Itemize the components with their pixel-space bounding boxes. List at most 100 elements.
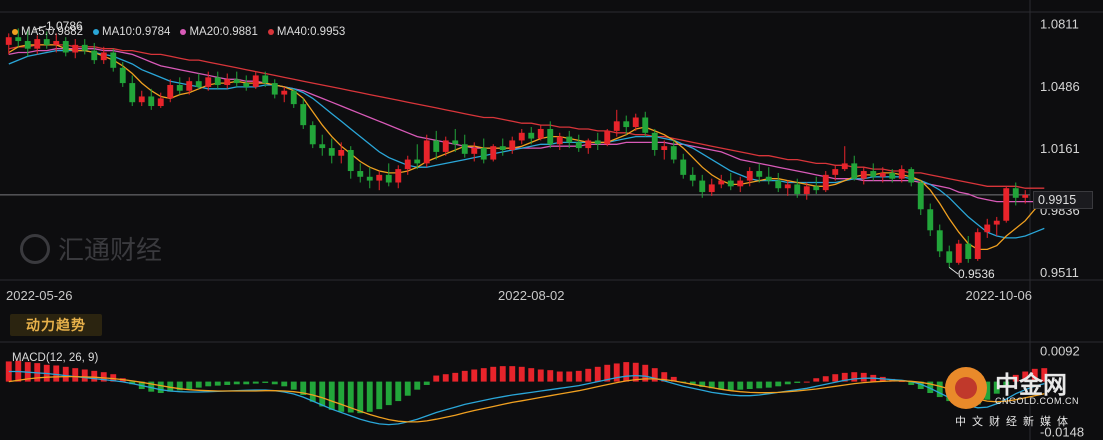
- macd-tick-label: -0.0148: [1040, 424, 1084, 439]
- macd-histogram-bar: [53, 365, 60, 382]
- candle-body: [870, 171, 877, 177]
- candle-body: [1022, 194, 1029, 198]
- candle-body: [157, 98, 164, 107]
- macd-histogram-bar: [461, 370, 468, 382]
- legend-ma20-label: MA20:0.9881: [189, 26, 258, 38]
- candle-body: [328, 148, 335, 156]
- candle-body: [233, 79, 240, 84]
- watermark-text: 汇通财经: [58, 235, 163, 265]
- macd-histogram-bar: [271, 381, 278, 385]
- macd-histogram-bar: [556, 371, 563, 382]
- macd-histogram-bar: [338, 381, 345, 412]
- legend-ma5-label: MA5:0.9882: [21, 26, 84, 38]
- candle-body: [271, 83, 278, 95]
- macd-histogram-bar: [689, 381, 696, 385]
- candle-body: [43, 39, 50, 45]
- candle-body: [841, 163, 848, 170]
- macd-histogram-bar: [176, 381, 183, 391]
- candle-body: [604, 130, 611, 145]
- macd-histogram-bar: [775, 381, 782, 387]
- candle-body: [585, 140, 592, 149]
- candle-body: [623, 121, 630, 128]
- indicator-panel-tag[interactable]: 动力趋势: [10, 314, 102, 336]
- candle-body: [699, 180, 706, 193]
- dif-line: [8, 370, 1045, 426]
- macd-histogram-bar: [642, 364, 649, 382]
- macd-histogram-bar: [993, 381, 1000, 394]
- macd-histogram-bar: [195, 381, 202, 388]
- candle-body: [775, 180, 782, 189]
- macd-histogram-bar: [547, 370, 554, 382]
- candle-body: [974, 232, 981, 259]
- macd-histogram-bar: [984, 381, 991, 400]
- price-tick-label: 1.0486: [1040, 79, 1080, 94]
- candle-body: [556, 136, 563, 145]
- candle-body: [499, 146, 506, 150]
- candle-body: [794, 184, 801, 194]
- legend-ma40: MA40:0.9953: [267, 26, 345, 38]
- macd-histogram-bar: [480, 368, 487, 382]
- macd-histogram-bar: [518, 366, 525, 382]
- current-price-value: 0.9915: [1038, 193, 1077, 207]
- legend-ma5: MA5:0.9882: [12, 26, 83, 38]
- candle-body: [433, 140, 440, 152]
- axis-labels: 1.08111.04861.01610.98360.95112022-05-26…: [6, 17, 1084, 440]
- macd-histogram-bar: [5, 361, 12, 382]
- candle-body: [784, 184, 791, 189]
- brand-subtitle: 中文财经新媒体: [955, 416, 1074, 428]
- macd-histogram-bar: [252, 381, 259, 384]
- macd-histogram-bar: [604, 364, 611, 382]
- candle-body: [756, 171, 763, 177]
- macd-panel: [5, 360, 1048, 426]
- macd-histogram-bar: [423, 381, 430, 385]
- macd-histogram-bar: [613, 363, 620, 382]
- candle-body: [129, 83, 136, 103]
- candle-body: [670, 146, 677, 160]
- macd-histogram-bar: [471, 369, 478, 382]
- candle-body: [385, 174, 392, 183]
- candle-body: [195, 81, 202, 87]
- macd-histogram-bar: [927, 381, 934, 394]
- candle-body: [338, 150, 345, 156]
- candle-body: [480, 148, 487, 160]
- candle-body: [319, 144, 326, 149]
- candle-body: [889, 172, 896, 179]
- watermark: 汇通财经: [20, 230, 162, 267]
- macd-histogram-bar: [214, 381, 221, 386]
- candle-body: [262, 75, 269, 84]
- candle-body: [927, 209, 934, 231]
- legend-ma10-label: MA10:0.9784: [102, 26, 171, 38]
- candles: [5, 28, 1029, 268]
- macd-histogram-bar: [490, 366, 497, 382]
- macd-histogram-bar: [328, 381, 335, 410]
- candle-body: [575, 142, 582, 149]
- candle-body: [822, 174, 829, 191]
- macd-histogram-bar: [81, 369, 88, 382]
- macd-histogram-bar: [347, 381, 354, 413]
- candle-body: [138, 96, 145, 103]
- macd-tick-label: 0.0092: [1040, 344, 1080, 359]
- candle-body: [955, 243, 962, 263]
- price-tick-label: 1.0161: [1040, 141, 1080, 156]
- macd-histogram-bar: [224, 381, 231, 385]
- macd-histogram-bar: [708, 381, 715, 389]
- candle-body: [860, 171, 867, 179]
- candle-body: [528, 132, 535, 139]
- candle-body: [1012, 188, 1019, 198]
- candle-body: [547, 128, 554, 145]
- candle-body: [727, 180, 734, 187]
- macd-histogram-bar: [357, 381, 364, 414]
- candle-body: [167, 85, 174, 99]
- candle-body: [214, 77, 221, 85]
- high-annotation: 1.0786: [46, 19, 83, 33]
- candle-body: [252, 75, 259, 87]
- candle-body: [813, 186, 820, 191]
- moving-average-lines: [8, 44, 1045, 251]
- macd-histogram-bar: [395, 381, 402, 402]
- candle-body: [309, 125, 316, 145]
- macd-histogram-bar: [699, 381, 706, 387]
- brand-url: CNGOLD.COM.CN: [995, 396, 1080, 406]
- candle-body: [72, 44, 79, 53]
- ma10-dot-icon: [93, 29, 100, 35]
- candle-body: [594, 140, 601, 145]
